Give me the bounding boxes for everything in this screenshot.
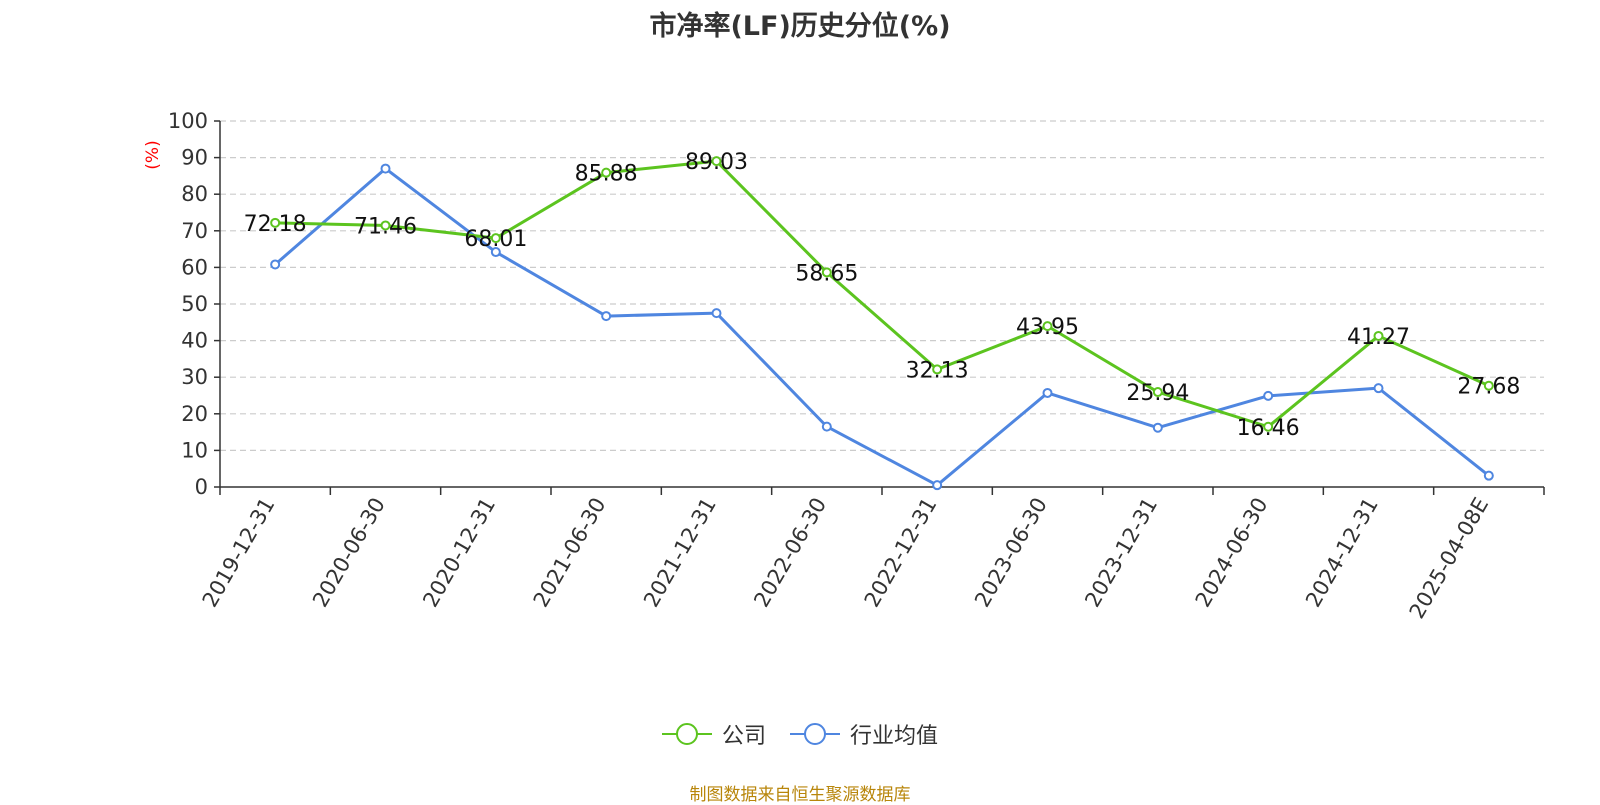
series-point-1[interactable]: [1042, 387, 1053, 398]
series-point-1[interactable]: [711, 308, 722, 319]
legend-label-industry-avg: 行业均值: [850, 724, 939, 749]
x-tick-label: 2025-04-08E: [1405, 494, 1493, 623]
chart-title: 市净率(LF)历史分位(%): [649, 11, 951, 42]
series-point-0[interactable]: [1042, 321, 1053, 332]
y-tick-label: 90: [181, 146, 208, 170]
series-point-1[interactable]: [380, 163, 391, 174]
data-label: 41.27: [1347, 325, 1410, 350]
data-label: 72.18: [244, 212, 307, 237]
x-tick-label: 2020-12-31: [418, 494, 500, 612]
series-point-0[interactable]: [601, 167, 612, 178]
y-tick-label: 30: [181, 365, 208, 389]
y-tick-label: 100: [168, 109, 208, 133]
series-point-0[interactable]: [932, 364, 943, 375]
data-label: 16.46: [1237, 416, 1300, 441]
legend: 公司 行业均值: [0, 718, 1600, 750]
legend-marker-company-icon: [661, 723, 712, 745]
data-label: 25.94: [1126, 381, 1189, 406]
legend-item-company[interactable]: 公司: [661, 718, 766, 750]
series-point-0[interactable]: [1263, 421, 1274, 432]
axes: 0 10 20 30 40 50 60 70 80 90 100 2019-12-31 2020-06-…: [168, 109, 1545, 623]
series-point-1[interactable]: [490, 247, 501, 258]
series-point-0[interactable]: [821, 267, 832, 278]
legend-item-industry-avg[interactable]: 行业均值: [790, 718, 938, 750]
legend-label-company: 公司: [721, 724, 766, 749]
series-line-0: [275, 159, 1490, 429]
gridlines: [220, 120, 1544, 451]
y-tick-label: 60: [181, 255, 208, 279]
series-point-0[interactable]: [380, 220, 391, 231]
series-point-0[interactable]: [1373, 330, 1384, 341]
data-label: 58.65: [795, 261, 858, 286]
y-tick-label: 70: [181, 219, 208, 243]
x-tick-label: 2024-06-30: [1191, 494, 1273, 612]
series-point-0[interactable]: [270, 217, 281, 228]
x-tick-label: 2021-12-31: [639, 494, 721, 612]
y-tick-label: 50: [181, 292, 208, 316]
data-labels: 72.18 71.46 68.01 85.88 89.03 58.65 32.13 43.95…: [244, 150, 1521, 441]
x-tick-label: 2022-06-30: [749, 494, 831, 612]
series-point-0[interactable]: [1483, 380, 1494, 391]
source-note: 制图数据来自恒生聚源数据库: [689, 785, 911, 805]
data-label: 89.03: [685, 150, 748, 175]
series-line-1: [274, 167, 1490, 487]
x-tick-label: 2024-12-31: [1301, 494, 1383, 612]
series-point-1[interactable]: [601, 311, 612, 322]
series-point-1[interactable]: [1483, 470, 1494, 481]
data-label: 85.88: [575, 162, 638, 187]
y-tick-label: 40: [181, 329, 208, 353]
x-tick-label: 2022-12-31: [860, 494, 942, 612]
legend-marker-industry-avg-icon: [790, 723, 840, 745]
y-axis-label: (%): [143, 140, 163, 169]
x-tick-label: 2019-12-31: [198, 494, 280, 612]
series-point-1[interactable]: [821, 421, 832, 432]
data-label: 27.68: [1457, 375, 1520, 400]
series-point-1[interactable]: [1263, 390, 1274, 401]
series-point-1[interactable]: [1373, 383, 1384, 394]
y-tick-label: 80: [181, 182, 208, 206]
data-label: 68.01: [464, 227, 527, 252]
series-point-0[interactable]: [1152, 387, 1163, 398]
series-lines: [270, 156, 1494, 491]
series-point-0[interactable]: [490, 233, 501, 244]
x-tick-label: 2023-12-31: [1080, 494, 1162, 612]
y-tick-label: 10: [181, 438, 208, 462]
x-tick-label: 2020-06-30: [308, 494, 390, 612]
series-point-1[interactable]: [932, 480, 943, 491]
y-tick-label: 20: [181, 402, 208, 426]
data-label: 71.46: [354, 214, 417, 239]
series-point-1[interactable]: [270, 259, 281, 270]
x-tick-label: 2023-06-30: [970, 494, 1052, 612]
x-tick-label: 2021-06-30: [529, 494, 611, 612]
series-point-0[interactable]: [711, 156, 722, 167]
data-label: 32.13: [906, 358, 969, 383]
data-label: 43.95: [1016, 315, 1079, 340]
series-point-1[interactable]: [1152, 422, 1163, 433]
y-tick-label: 0: [195, 475, 208, 499]
